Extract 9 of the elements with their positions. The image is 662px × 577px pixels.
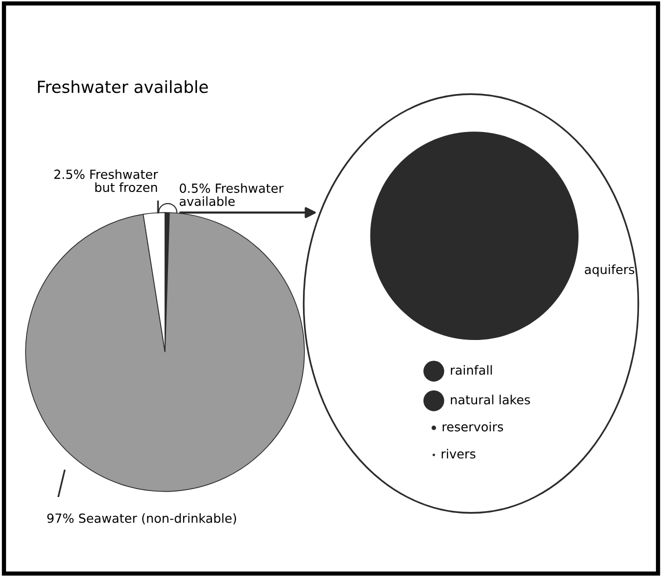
text: natural lakes bbox=[450, 394, 530, 404]
slice-label: 0.5% Freshwater available bbox=[180, 183, 284, 206]
chart-title: Freshwater available bbox=[38, 80, 208, 94]
slice-label: 97% Seawater (non-drinkable) bbox=[47, 513, 236, 524]
slice-label: 2.5% Freshwater but frozen bbox=[54, 169, 158, 192]
text: reservoirs bbox=[442, 422, 504, 432]
text: rivers bbox=[442, 448, 476, 459]
text: aquifers bbox=[584, 264, 634, 277]
text: rainfall bbox=[450, 365, 492, 375]
